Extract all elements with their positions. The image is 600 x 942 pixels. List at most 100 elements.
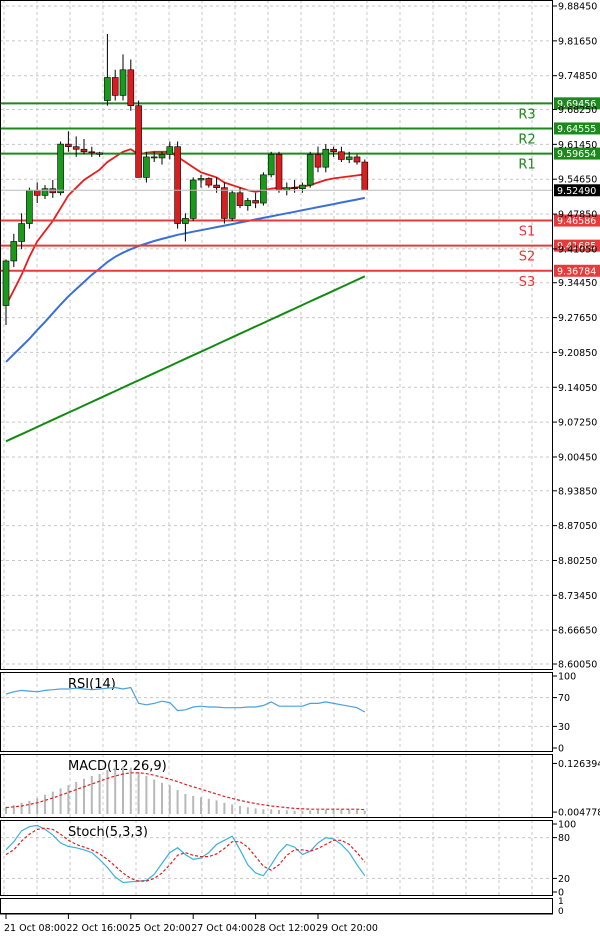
candle-bear	[275, 154, 283, 191]
candle-bear	[330, 148, 337, 153]
candle-bear	[111, 77, 119, 96]
price-tick-label: 9.07250	[558, 418, 597, 429]
candle-bear	[80, 148, 88, 153]
level-name-s1: S1	[519, 225, 536, 240]
level-name-s2: S2	[519, 250, 536, 265]
panel-frame-2	[0, 754, 553, 818]
candle-bear	[314, 154, 322, 168]
last-price-box	[554, 184, 600, 197]
candle-bear	[33, 189, 41, 196]
candle-bull	[18, 223, 25, 242]
candle-bear	[221, 187, 228, 219]
candle-bull	[345, 156, 353, 160]
candle-bear	[252, 200, 259, 204]
candle-bear	[338, 151, 345, 160]
price-tick-label: 9.27650	[558, 313, 597, 324]
stoch-k-line	[5, 824, 366, 884]
panel-frame-1	[0, 672, 553, 752]
rsi-tick-label: 30	[558, 722, 570, 733]
candle-bull	[158, 154, 166, 159]
level-price-box-r2	[554, 122, 600, 135]
candle-bear	[150, 156, 158, 159]
pivot-levels: R3 9.69456 R2 9.64555 R1 9.59654 S1 9.46586 S2 9.…	[0, 97, 600, 290]
candle-bull	[57, 143, 64, 194]
price-tick-label: 9.34450	[558, 278, 597, 289]
price-tick-label: 8.80250	[558, 556, 597, 567]
time-tick-label: 21 Oct 08:00	[4, 923, 66, 934]
candle-bull	[260, 174, 267, 204]
price-tick-label: 9.88450	[558, 2, 597, 13]
candle-bull	[41, 188, 49, 196]
candle-bear	[135, 105, 142, 178]
price-tick-label: 9.68250	[558, 105, 597, 116]
price-tick-label: 8.87050	[558, 521, 597, 532]
candle-bear	[291, 187, 298, 189]
macd-signal-line	[5, 772, 365, 811]
candle-bear	[96, 152, 103, 155]
price-tick-label: 9.74850	[558, 71, 597, 82]
candle-bull	[267, 154, 275, 176]
macd-tick-label: 0.004778	[558, 808, 600, 819]
level-price-label-r3: 9.69456	[557, 99, 596, 110]
price-tick-label: 9.47850	[558, 210, 597, 221]
price-axis: 9.88450 9.81650 9.74850 9.68250 9.61450 9.546…	[0, 2, 600, 671]
candles	[2, 33, 369, 326]
empty-panel-tick-bottom: 0	[558, 907, 564, 917]
candle-bull	[26, 189, 33, 224]
candle-bull	[299, 184, 306, 189]
time-tick-label: 29 Oct 20:00	[316, 923, 378, 934]
stoch-tick-label: 80	[558, 833, 570, 844]
candle-bear	[205, 178, 213, 186]
time-tick-label: 22 Oct 16:00	[66, 923, 128, 934]
candle-bear	[236, 192, 244, 206]
price-tick-label: 8.93850	[558, 486, 597, 497]
level-price-label-r1: 9.59654	[557, 149, 596, 160]
candle-bull	[306, 154, 314, 186]
macd-title: MACD(12,26,9)	[68, 759, 167, 774]
candle-bear	[65, 143, 72, 147]
time-tick-label: 27 Oct 04:00	[191, 923, 253, 934]
level-price-label-s3: 9.36784	[557, 266, 596, 277]
stoch-title: Stoch(5,3,3)	[68, 825, 148, 840]
candle-bull	[104, 77, 111, 101]
price-tick-label: 9.41050	[558, 244, 597, 255]
stoch-panel: 100 80 20 0 Stoch(5,3,3)	[0, 820, 576, 899]
last-price-label: 9.52490	[557, 186, 596, 197]
ma-green-line	[5, 275, 366, 443]
candle-bear	[361, 161, 369, 191]
panel-frames: 10	[0, 0, 564, 917]
time-tick-label: 28 Oct 12:00	[254, 923, 316, 934]
time-axis: 21 Oct 08:00 22 Oct 16:00 25 Oct 20:00 27 O…	[4, 914, 378, 934]
price-tick-label: 9.54650	[558, 175, 597, 186]
candle-bear	[72, 146, 80, 150]
level-price-box-s3	[554, 264, 600, 277]
candle-bear	[213, 184, 220, 188]
stoch-d-line	[5, 827, 366, 882]
stoch-tick-label: 100	[558, 820, 576, 831]
price-tick-label: 9.14050	[558, 383, 597, 394]
candle-bull	[143, 156, 150, 178]
candle-bull	[244, 200, 252, 206]
price-tick-label: 9.61450	[558, 140, 597, 151]
level-price-label-s2: 9.41685	[557, 241, 596, 252]
rsi-line	[5, 686, 366, 713]
level-name-r3: R3	[518, 107, 535, 122]
level-name-r2: R2	[518, 132, 535, 147]
candle-bull	[182, 218, 189, 224]
candle-bear	[353, 156, 361, 163]
candle-bull	[10, 241, 18, 262]
panel-frame-3	[0, 820, 553, 896]
price-tick-label: 9.00450	[558, 452, 597, 463]
candle-bull	[322, 148, 330, 168]
level-price-box-r1	[554, 147, 600, 160]
price-tick-label: 8.66650	[558, 626, 597, 637]
level-name-r1: R1	[518, 158, 535, 173]
level-price-label-s1: 9.46586	[557, 216, 596, 227]
candle-bull	[2, 260, 10, 306]
level-price-box-s1	[554, 214, 600, 227]
main-grid	[0, 0, 553, 670]
empty-panel-tick-top: 1	[558, 897, 564, 907]
price-tick-label: 8.73450	[558, 591, 597, 602]
